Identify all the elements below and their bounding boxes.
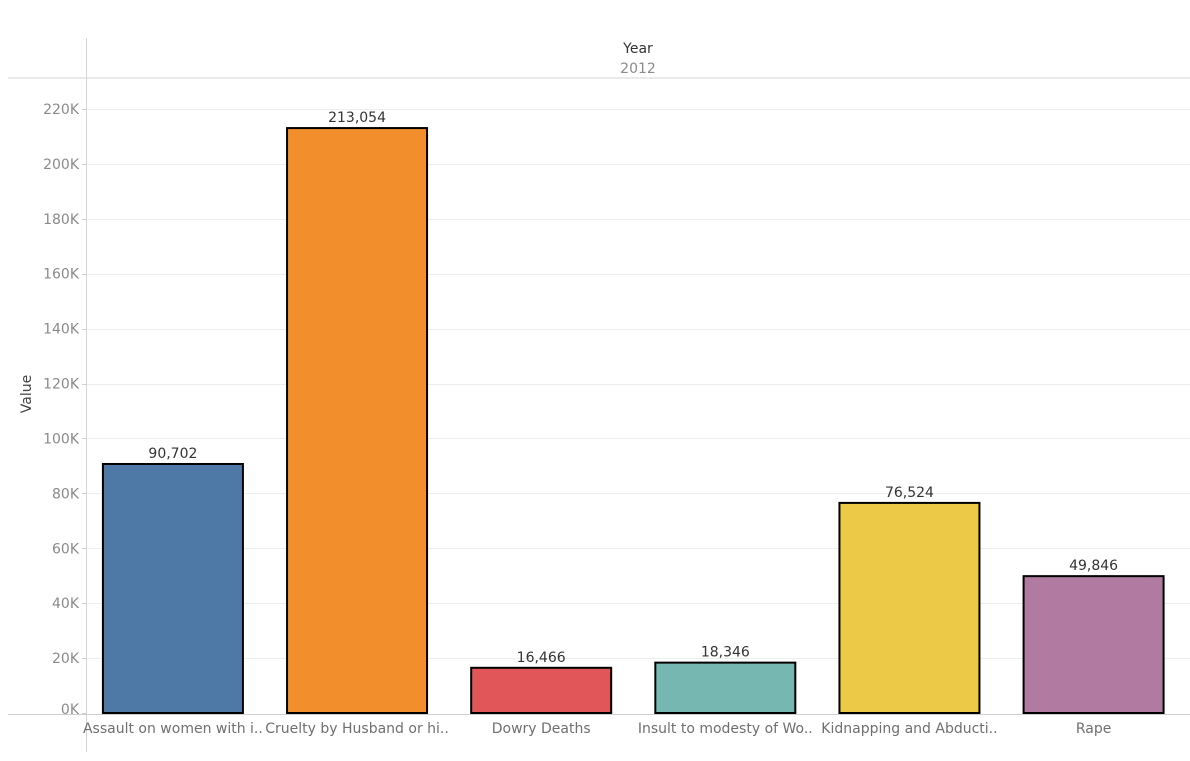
y-axis-ticks: 0K 20K 40K 60K 80K 100K 120K 140K 160K 180K 200K 22… <box>43 102 87 718</box>
bar[interactable] <box>1022 575 1165 715</box>
y-axis-title: Value <box>19 375 35 413</box>
y-tick-label: 160K <box>43 267 80 283</box>
data-label: 18,346 <box>701 645 750 661</box>
y-tick-label: 140K <box>43 322 80 338</box>
y-tick-label: 40K <box>52 596 80 612</box>
bar[interactable] <box>101 462 244 714</box>
column-header-value: 2012 <box>620 61 656 77</box>
x-category-label: Kidnapping and Abducti.. <box>821 721 997 737</box>
data-label: 213,054 <box>328 110 386 126</box>
data-label: 16,466 <box>517 650 566 666</box>
data-labels: 90,702 213,054 16,466 18,346 76,524 49,846 <box>148 110 1118 666</box>
data-label: 76,524 <box>885 485 934 501</box>
bar[interactable] <box>470 666 613 714</box>
data-label: 49,846 <box>1069 558 1118 574</box>
column-header-title: Year <box>622 41 653 57</box>
bar[interactable] <box>654 661 797 715</box>
y-tick-label: 200K <box>43 157 80 173</box>
x-category-label: Insult to modesty of Wo.. <box>638 721 813 737</box>
y-tick-label: 20K <box>52 651 80 667</box>
x-category-label: Cruelty by Husband or hi.. <box>265 721 449 737</box>
y-tick-label: 60K <box>52 541 80 557</box>
y-tick-label: 180K <box>43 212 80 228</box>
y-tick-label: 100K <box>43 431 80 447</box>
y-tick-label: 0K <box>61 702 80 718</box>
bars <box>101 127 1165 715</box>
bar[interactable] <box>286 127 429 714</box>
x-category-label: Dowry Deaths <box>492 721 591 737</box>
y-tick-label: 80K <box>52 486 80 502</box>
x-axis-categories: Assault on women with i.. Cruelty by Husb… <box>83 721 1111 737</box>
y-tick-label: 220K <box>43 102 80 118</box>
bar[interactable] <box>838 501 981 714</box>
gridlines <box>87 109 1190 659</box>
x-category-label: Rape <box>1076 721 1112 737</box>
y-tick-label: 120K <box>43 377 80 393</box>
data-label: 90,702 <box>148 446 197 462</box>
x-category-label: Assault on women with i.. <box>83 721 263 737</box>
